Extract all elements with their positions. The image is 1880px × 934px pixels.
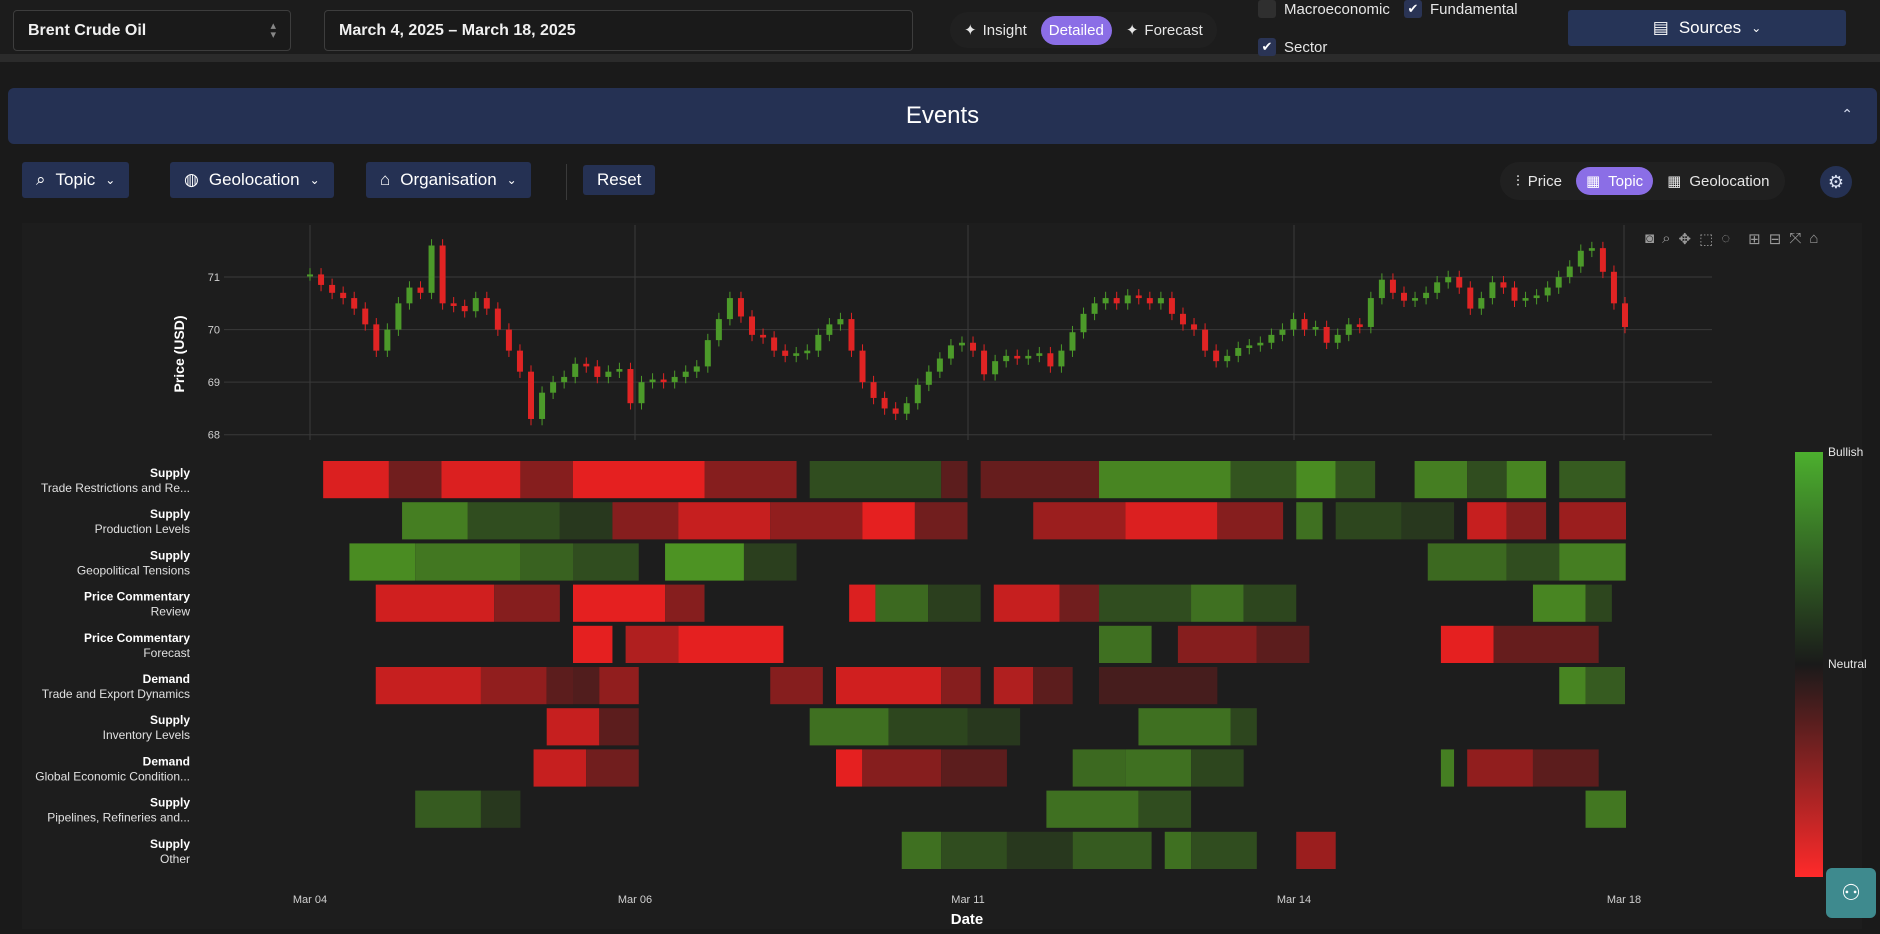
checkbox-sector-label: Sector [1284, 38, 1328, 56]
search-icon: ⌕ [36, 170, 46, 189]
view-topic-label: Topic [1608, 172, 1644, 190]
zoom-in-icon[interactable]: ⊞ [1748, 231, 1761, 248]
divider [566, 164, 567, 200]
events-panel-header[interactable]: Events ⌃ [8, 88, 1877, 144]
sources-label: Sources [1678, 18, 1742, 37]
organisation-filter-label: Organisation [400, 170, 497, 189]
view-switch: ⫶ Price ▦ Topic ▦ Geolocation [1500, 162, 1786, 200]
sources-button[interactable]: ▤ Sources ⌄ [1568, 10, 1846, 46]
zoom-out-icon[interactable]: ⊟ [1768, 231, 1782, 248]
zoom-icon[interactable]: ⌕ [1662, 230, 1671, 247]
reset-button[interactable]: Reset [583, 165, 656, 195]
events-title: Events [905, 102, 980, 129]
checkbox-fundamental-label: Fundamental [1430, 0, 1518, 18]
mode-forecast[interactable]: ✦ Forecast [1118, 15, 1211, 45]
checkbox-macroeconomic[interactable]: Macroeconomic [1258, 0, 1390, 18]
plot-toolbar: ◙ ⌕ ✥ ⬚ ◌ ⊞ ⊟ ⤧ ⌂ [1645, 230, 1818, 248]
asset-select-value: Brent Crude Oil [28, 21, 147, 39]
check-icon: ✔ [1258, 38, 1276, 56]
mode-insight-label: Insight [982, 21, 1027, 39]
autoscale-icon[interactable]: ⤧ [1789, 230, 1802, 247]
sort-arrows-icon: ▴ ▾ [270, 19, 276, 41]
checkbox-sector[interactable]: ✔ Sector [1258, 38, 1327, 56]
document-icon: ▤ [1652, 18, 1669, 37]
chart-area [22, 223, 1862, 929]
topic-filter[interactable]: ⌕ Topic ⌄ [22, 162, 130, 198]
date-range-picker[interactable]: March 4, 2025 – March 18, 2025 [324, 10, 913, 51]
asset-select[interactable]: Brent Crude Oil ▴ ▾ [13, 10, 291, 51]
box-select-icon[interactable]: ⬚ [1699, 231, 1714, 248]
sparkle-icon: ✦ [1125, 22, 1139, 39]
globe-icon: ◍ [184, 170, 199, 189]
topic-filter-label: Topic [55, 170, 96, 189]
chat-assistant-icon[interactable]: ⚇ [1826, 868, 1876, 918]
reset-label: Reset [597, 170, 642, 189]
view-price-label: Price [1527, 172, 1562, 190]
mode-detailed-label: Detailed [1048, 21, 1104, 39]
geolocation-filter[interactable]: ◍ Geolocation ⌄ [170, 162, 334, 198]
chevron-down-icon: ⌄ [309, 173, 320, 187]
mode-forecast-label: Forecast [1144, 21, 1203, 39]
organisation-filter[interactable]: ⌂ Organisation ⌄ [366, 162, 531, 198]
view-geolocation[interactable]: ▦ Geolocation [1657, 167, 1779, 195]
sparkle-icon: ✦ [964, 22, 977, 39]
bank-icon: ⌂ [380, 170, 391, 189]
pan-icon[interactable]: ✥ [1678, 231, 1692, 248]
chevron-down-icon: ⌄ [1751, 21, 1762, 35]
chevron-up-icon[interactable]: ⌃ [1841, 106, 1853, 122]
chevron-down-icon: ⌄ [506, 173, 517, 187]
settings-gear-icon[interactable]: ⚙ [1820, 166, 1852, 198]
chevron-down-icon: ⌄ [105, 173, 116, 187]
grid-icon: ▦ [1585, 173, 1601, 190]
date-range-value: March 4, 2025 – March 18, 2025 [339, 21, 576, 39]
view-geolocation-label: Geolocation [1689, 172, 1770, 190]
mode-detailed[interactable]: Detailed [1040, 15, 1112, 45]
check-icon: ✔ [1404, 0, 1422, 18]
lasso-icon[interactable]: ◌ [1721, 230, 1731, 247]
checkbox-macroeconomic-label: Macroeconomic [1284, 0, 1390, 18]
checkbox-fundamental[interactable]: ✔ Fundamental [1404, 0, 1518, 18]
camera-icon[interactable]: ◙ [1645, 230, 1655, 247]
view-price[interactable]: ⫶ Price [1506, 168, 1572, 195]
geolocation-filter-label: Geolocation [208, 170, 300, 189]
mode-switch: ✦ Insight Detailed ✦ Forecast [950, 12, 1217, 48]
candlestick-icon: ⫶ [1516, 172, 1520, 190]
top-bar: Brent Crude Oil ▴ ▾ March 4, 2025 – March… [0, 0, 1880, 62]
view-topic[interactable]: ▦ Topic [1575, 167, 1654, 195]
checkbox-empty-icon [1258, 0, 1276, 18]
home-icon[interactable]: ⌂ [1809, 230, 1819, 247]
grid-icon: ▦ [1667, 173, 1682, 190]
mode-insight[interactable]: ✦ Insight [956, 15, 1035, 45]
